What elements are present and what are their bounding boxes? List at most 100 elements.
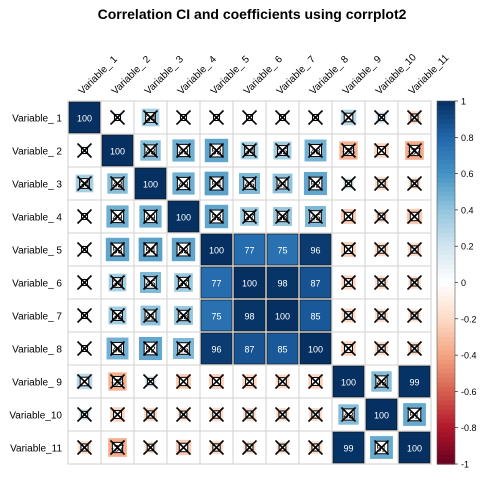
- colorbar-segment: [437, 233, 455, 238]
- data-label: 35: [112, 312, 122, 322]
- row-label: Variable_ 4: [12, 213, 62, 224]
- colorbar-segment: [437, 178, 455, 183]
- colorbar-segment: [437, 378, 455, 383]
- data-label: 48: [310, 147, 320, 157]
- data-label: 49: [178, 180, 188, 190]
- colorbar-segment: [437, 373, 455, 378]
- colorbar-segment: [437, 301, 455, 306]
- row-label: Variable_ 7: [12, 312, 62, 323]
- data-label: 34: [145, 114, 155, 124]
- data-label: 49: [178, 147, 188, 157]
- data-label: 34: [112, 279, 122, 289]
- data-label: 53: [211, 147, 221, 157]
- colorbar-segment: [437, 260, 455, 265]
- colorbar-segment: [437, 419, 455, 424]
- data-label: 85: [310, 312, 320, 322]
- colorbar-segment: [437, 314, 455, 319]
- colorbar-segment: [437, 128, 455, 133]
- row-label: Variable_ 9: [12, 378, 62, 389]
- colorbar-segment: [437, 273, 455, 278]
- data-label: 38: [277, 213, 287, 223]
- colorbar-segment: [437, 410, 455, 415]
- colorbar-segment: [437, 455, 455, 460]
- colorbar-segment: [437, 169, 455, 174]
- data-label: 100: [242, 279, 257, 289]
- colorbar-segment: [437, 151, 455, 156]
- colorbar-segment: [437, 423, 455, 428]
- colorbar-segment: [437, 201, 455, 206]
- data-label: 43: [112, 180, 122, 190]
- colorbar-segment: [437, 400, 455, 405]
- data-label: 100: [275, 312, 290, 322]
- data-label: 100: [110, 147, 125, 157]
- data-label: 37: [244, 213, 254, 223]
- data-label: 35: [277, 147, 287, 157]
- colorbar-tick-label: -0.2: [461, 314, 477, 324]
- row-label: Variable_ 2: [12, 147, 62, 158]
- colorbar-segment: [437, 355, 455, 360]
- colorbar-segment: [437, 187, 455, 192]
- data-label: 43: [343, 411, 353, 421]
- data-label: 54: [145, 246, 155, 256]
- colorbar-segment: [437, 133, 455, 138]
- data-label: 99: [343, 444, 353, 454]
- colorbar-segment: [437, 341, 455, 346]
- colorbar-tick-label: -0.6: [461, 387, 477, 397]
- colorbar-segment: [437, 391, 455, 396]
- colorbar-segment: [437, 174, 455, 179]
- colorbar-segment: [437, 450, 455, 455]
- colorbar-segment: [437, 382, 455, 387]
- colorbar-segment: [437, 142, 455, 147]
- row-label: Variable_ 8: [12, 345, 62, 356]
- colorbar-segment: [437, 269, 455, 274]
- colorbar-segment: [437, 155, 455, 160]
- colorbar-tick-label: 0.8: [461, 133, 474, 143]
- colorbar-segment: [437, 332, 455, 337]
- data-label: -36: [342, 147, 355, 157]
- colorbar-segment: [437, 432, 455, 437]
- colorbar-segment: [437, 328, 455, 333]
- row-label: Variable_ 1: [12, 114, 62, 125]
- colorbar-segment: [437, 224, 455, 229]
- data-label: 34: [79, 180, 89, 190]
- colorbar-tick-label: -0.8: [461, 423, 477, 433]
- data-label: 75: [211, 312, 221, 322]
- colorbar-segment: [437, 310, 455, 315]
- data-label: 96: [211, 345, 221, 355]
- colorbar-segment: [437, 115, 455, 120]
- data-label: 53: [178, 246, 188, 256]
- colorbar-segment: [437, 387, 455, 392]
- colorbar-segment: [437, 251, 455, 256]
- data-label: 38: [178, 312, 188, 322]
- data-label: 87: [244, 345, 254, 355]
- colorbar-segment: [437, 205, 455, 210]
- data-label: 87: [310, 279, 320, 289]
- colorbar-segment: [437, 183, 455, 188]
- data-label: 52: [145, 345, 155, 355]
- colorbar-tick-label: 0: [461, 278, 466, 288]
- colorbar-segment: [437, 101, 455, 106]
- colorbar-tick-label: -0.4: [461, 351, 477, 361]
- colorbar-segment: [437, 351, 455, 356]
- colorbar-segment: [437, 278, 455, 283]
- data-label: 49: [145, 213, 155, 223]
- colorbar-segment: [437, 437, 455, 442]
- colorbar-segment: [437, 428, 455, 433]
- colorbar-segment: [437, 160, 455, 165]
- data-label: 99: [409, 378, 419, 388]
- data-label: 100: [176, 213, 191, 223]
- data-label: 100: [77, 114, 92, 124]
- data-label: 49: [112, 213, 122, 223]
- data-label: 100: [209, 246, 224, 256]
- data-label: 53: [211, 213, 221, 223]
- colorbar-tick-label: 1: [461, 97, 466, 107]
- data-label: 96: [310, 246, 320, 256]
- data-label: 77: [211, 279, 221, 289]
- data-label: 43: [145, 147, 155, 157]
- data-label: 77: [244, 246, 254, 256]
- colorbar-segment: [437, 396, 455, 401]
- colorbar-segment: [437, 287, 455, 292]
- data-label: 41: [277, 180, 287, 190]
- colorbar-segment: [437, 255, 455, 260]
